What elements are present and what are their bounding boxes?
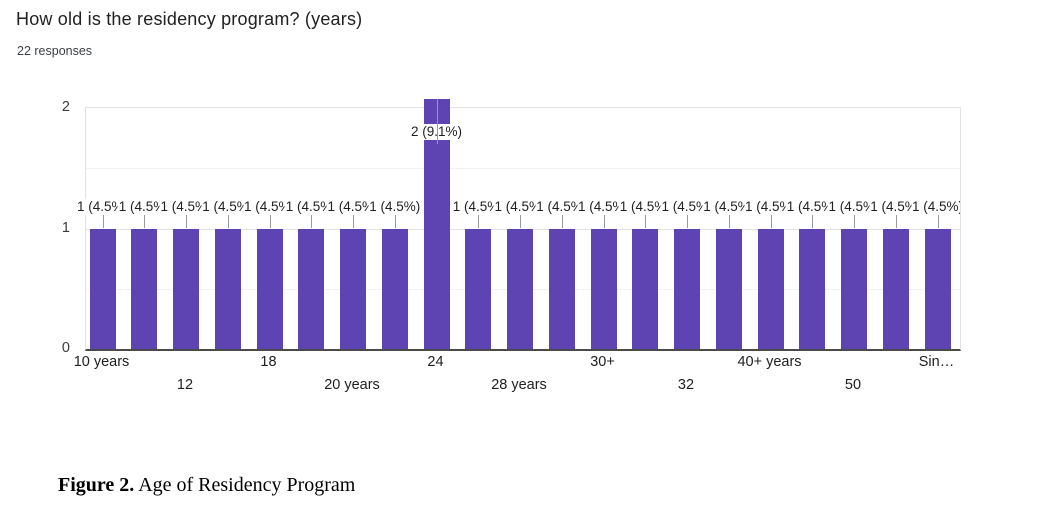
x-axis-label-Sin…: Sin… xyxy=(918,354,955,370)
x-axis-label-24: 24 xyxy=(427,354,444,370)
x-axis-label-28-years: 28 years xyxy=(491,377,547,393)
bar-40+ years xyxy=(757,228,784,349)
bar-50 xyxy=(841,228,867,349)
bar-30+ xyxy=(590,228,617,349)
bar-20 years xyxy=(340,228,366,349)
bar-hidden-17 xyxy=(799,228,826,349)
x-axis-label-12: 12 xyxy=(176,377,194,393)
x-axis-label-20-years: 20 years xyxy=(324,377,380,393)
bar-hidden-9 xyxy=(465,228,492,349)
bar-12 xyxy=(173,228,199,349)
figure-caption-number: Figure 2. xyxy=(58,474,135,496)
bar-hidden-15 xyxy=(715,228,742,349)
y-axis-tick-0: 0 xyxy=(61,340,70,356)
figure-caption-text: Age of Residency Program xyxy=(134,474,356,496)
x-axis-label-30+: 30+ xyxy=(590,354,615,370)
bar-Sin… xyxy=(924,228,951,349)
y-axis-tick-1: 1 xyxy=(61,219,70,236)
bar-chart-plot-area: 1 (4.5%) 1 (4.5%) 1 (4.5%) 1 (4.5%) 1 (4.5%)… xyxy=(75,99,961,351)
figure-caption: Figure 2. Age of Residency Program xyxy=(58,474,355,497)
x-axis-label-50: 50 xyxy=(844,377,862,393)
bar-hidden-13 xyxy=(632,228,659,349)
response-count: 22 responses xyxy=(17,44,93,58)
bar-hidden-19 xyxy=(882,228,909,349)
bar-hidden-3 xyxy=(214,228,241,349)
bar-hidden-1 xyxy=(131,228,158,349)
x-axis-label-10-years: 10 years xyxy=(73,354,130,370)
bar-hidden-11 xyxy=(548,228,575,349)
x-axis-label-32: 32 xyxy=(677,377,695,393)
bar-hidden-5 xyxy=(298,228,325,349)
bars xyxy=(86,99,960,349)
gridline-1.5 xyxy=(86,168,960,170)
bar-28 years xyxy=(507,228,533,349)
y-axis-tick-2: 2 xyxy=(61,99,70,115)
bar-18 xyxy=(256,228,283,349)
bar-hidden-7 xyxy=(381,228,408,349)
question-title: How old is the residency program? (years… xyxy=(16,9,363,29)
bar-24 xyxy=(423,99,450,349)
bar-32 xyxy=(674,228,700,349)
bar-10 years xyxy=(89,228,116,349)
x-axis-label-18: 18 xyxy=(260,354,277,370)
x-axis-label-40+-years: 40+ years xyxy=(737,354,802,370)
